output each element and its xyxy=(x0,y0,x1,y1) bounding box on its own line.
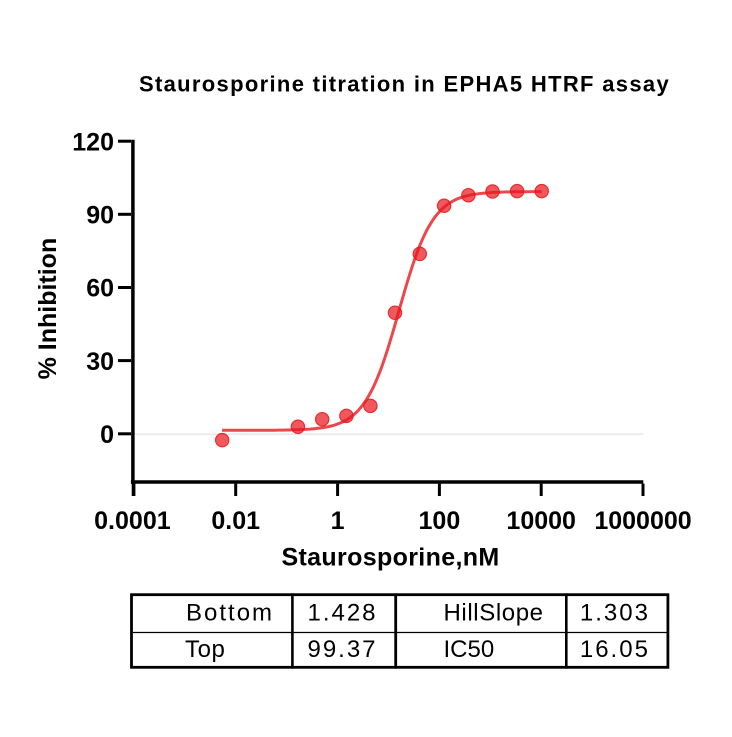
svg-text:90: 90 xyxy=(86,201,114,229)
svg-text:60: 60 xyxy=(86,275,114,303)
svg-text:1.303: 1.303 xyxy=(580,600,650,627)
svg-text:120: 120 xyxy=(72,128,114,156)
svg-text:99.37: 99.37 xyxy=(307,636,377,663)
svg-text:100: 100 xyxy=(419,507,461,535)
svg-text:0: 0 xyxy=(100,421,114,449)
svg-text:0.01: 0.01 xyxy=(211,507,260,535)
svg-text:% Inhibition: % Inhibition xyxy=(34,238,62,380)
svg-text:1000000: 1000000 xyxy=(594,507,691,535)
svg-text:10000: 10000 xyxy=(506,507,576,535)
svg-text:Staurosporine,nM: Staurosporine,nM xyxy=(281,544,499,572)
svg-text:IC50: IC50 xyxy=(444,636,495,663)
svg-text:Staurosporine titration in EPH: Staurosporine titration in EPHA5 HTRF as… xyxy=(139,72,670,97)
svg-text:Bottom: Bottom xyxy=(186,600,274,627)
svg-text:1: 1 xyxy=(331,507,345,535)
svg-text:0.0001: 0.0001 xyxy=(94,507,171,535)
svg-text:16.05: 16.05 xyxy=(580,636,650,663)
svg-text:Top: Top xyxy=(185,636,226,663)
svg-text:1.428: 1.428 xyxy=(307,600,377,627)
svg-text:HillSlope: HillSlope xyxy=(444,600,544,627)
svg-text:30: 30 xyxy=(86,348,114,376)
